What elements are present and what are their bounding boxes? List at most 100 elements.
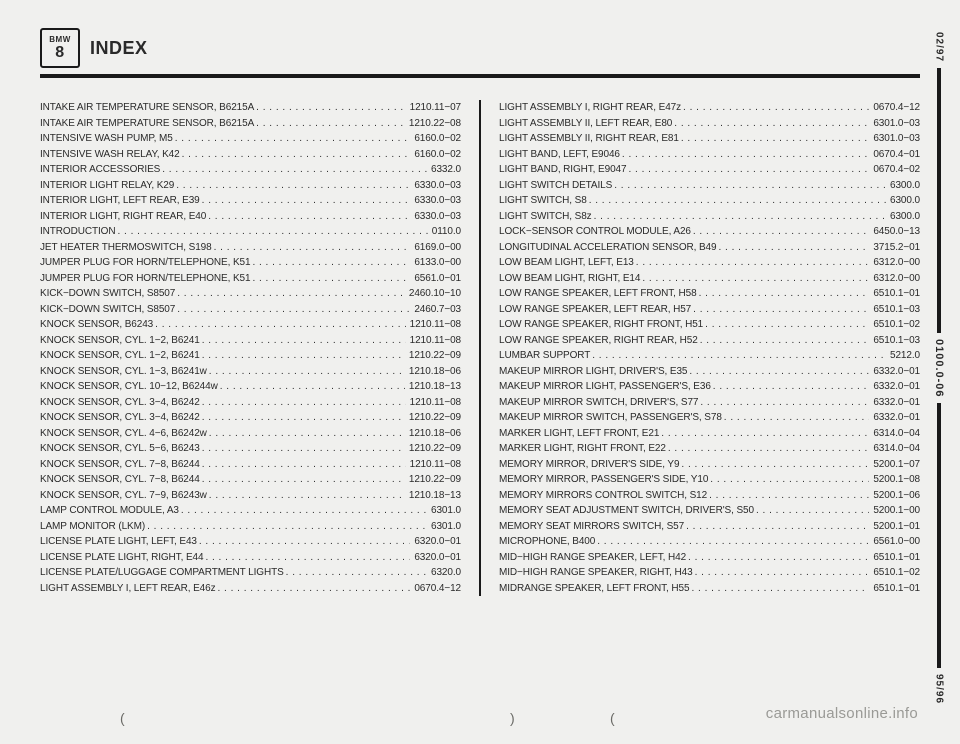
index-entry: LIGHT ASSEMBLY I, LEFT REAR, E46z0670.4−… xyxy=(40,581,461,597)
index-entry-leader xyxy=(689,581,869,597)
index-entry-label: KICK−DOWN SWITCH, S8507 xyxy=(40,302,175,318)
index-entry-leader xyxy=(284,565,427,581)
index-entry-label: MEMORY SEAT ADJUSTMENT SWITCH, DRIVER'S,… xyxy=(499,503,754,519)
index-entry-label: KNOCK SENSOR, CYL. 7−9, B6243w xyxy=(40,488,207,504)
index-entry-leader xyxy=(703,317,869,333)
index-entry: KICK−DOWN SWITCH, S85072460.7−03 xyxy=(40,302,461,318)
index-entry-ref: 6510.1−02 xyxy=(869,565,920,581)
index-entry-ref: 6450.0−13 xyxy=(869,224,920,240)
index-entry-leader xyxy=(115,224,427,240)
index-entry-leader xyxy=(711,379,870,395)
index-entry-leader xyxy=(200,395,406,411)
page-title: INDEX xyxy=(90,38,148,59)
index-entry-label: LOW RANGE SPEAKER, RIGHT FRONT, H51 xyxy=(499,317,703,333)
index-entry-label: LICENSE PLATE/LUGGAGE COMPARTMENT LIGHTS xyxy=(40,565,284,581)
index-entry-leader xyxy=(200,457,406,473)
index-entry-label: KNOCK SENSOR, CYL. 5−6, B6243 xyxy=(40,441,200,457)
index-entry-label: LOW BEAM LIGHT, LEFT, E13 xyxy=(499,255,634,271)
index-entry-label: LAMP CONTROL MODULE, A3 xyxy=(40,503,179,519)
index-entry-ref: 6301.0−03 xyxy=(869,131,920,147)
index-entry-ref: 6300.0 xyxy=(886,193,920,209)
index-entry: JUMPER PLUG FOR HORN/TELEPHONE, K516133.… xyxy=(40,255,461,271)
index-entry-ref: 5200.1−07 xyxy=(869,457,920,473)
index-entry: LAMP CONTROL MODULE, A36301.0 xyxy=(40,503,461,519)
index-entry-ref: 0670.4−01 xyxy=(869,147,920,163)
index-entry-ref: 6133.0−00 xyxy=(410,255,461,271)
index-entry-label: MAKEUP MIRROR SWITCH, PASSENGER'S, S78 xyxy=(499,410,722,426)
index-entry: MEMORY SEAT ADJUSTMENT SWITCH, DRIVER'S,… xyxy=(499,503,920,519)
index-entry-leader xyxy=(200,348,405,364)
index-entry-ref: 6510.1−03 xyxy=(869,302,920,318)
index-column-left: INTAKE AIR TEMPERATURE SENSOR, B6215A121… xyxy=(40,100,481,596)
index-entry: KNOCK SENSOR, CYL. 7−8, B62441210.22−09 xyxy=(40,472,461,488)
index-entry-ref: 6314.0−04 xyxy=(869,441,920,457)
index-entry: LOW BEAM LIGHT, RIGHT, E146312.0−00 xyxy=(499,271,920,287)
index-entry: MEMORY SEAT MIRRORS SWITCH, S575200.1−01 xyxy=(499,519,920,535)
index-entry: KNOCK SENSOR, CYL. 4−6, B6242w1210.18−06 xyxy=(40,426,461,442)
index-entry-label: KNOCK SENSOR, CYL. 1−2, B6241 xyxy=(40,348,200,364)
index-entry: KNOCK SENSOR, CYL. 1−3, B6241w1210.18−06 xyxy=(40,364,461,380)
index-entry-label: MEMORY SEAT MIRRORS SWITCH, S57 xyxy=(499,519,684,535)
index-entry: LIGHT BAND, RIGHT, E90470670.4−02 xyxy=(499,162,920,178)
side-rail-line xyxy=(937,403,941,668)
index-entry: INTERIOR ACCESSORIES6332.0 xyxy=(40,162,461,178)
index-entry: MARKER LIGHT, RIGHT FRONT, E22 6314.0−04 xyxy=(499,441,920,457)
index-entry-label: LICENSE PLATE LIGHT, LEFT, E43 xyxy=(40,534,197,550)
index-entry-label: LIGHT SWITCH DETAILS xyxy=(499,178,612,194)
index-entry-leader xyxy=(250,255,410,271)
index-entry-ref: 6510.1−01 xyxy=(869,550,920,566)
index-entry: LOCK−SENSOR CONTROL MODULE, A26 6450.0−13 xyxy=(499,224,920,240)
index-entry: INTENSIVE WASH RELAY, K426160.0−02 xyxy=(40,147,461,163)
index-entry-leader xyxy=(173,131,411,147)
index-entry-ref: 3715.2−01 xyxy=(869,240,920,256)
index-entry-leader xyxy=(687,364,869,380)
index-entry-label: LOW RANGE SPEAKER, LEFT REAR, H57 xyxy=(499,302,691,318)
index-entry-ref: 6301.0 xyxy=(427,519,461,535)
index-entry-label: MID−HIGH RANGE SPEAKER, RIGHT, H43 xyxy=(499,565,693,581)
index-entry-ref: 6169.0−00 xyxy=(410,240,461,256)
index-entry-label: KICK−DOWN SWITCH, S8507 xyxy=(40,286,175,302)
index-entry: LOW RANGE SPEAKER, RIGHT FRONT, H516510.… xyxy=(499,317,920,333)
index-entry: INTRODUCTION0110.0 xyxy=(40,224,461,240)
index-entry: KNOCK SENSOR, B62431210.11−08 xyxy=(40,317,461,333)
index-entry-label: KNOCK SENSOR, CYL. 7−8, B6244 xyxy=(40,472,200,488)
index-entry-label: LOW BEAM LIGHT, RIGHT, E14 xyxy=(499,271,640,287)
index-entry-ref: 1210.11−07 xyxy=(406,100,461,116)
index-entry-leader xyxy=(691,224,869,240)
index-entry: INTERIOR LIGHT, LEFT REAR, E396330.0−03 xyxy=(40,193,461,209)
index-entry-leader xyxy=(254,100,405,116)
index-entry: KNOCK SENSOR, CYL. 7−8, B62441210.11−08 xyxy=(40,457,461,473)
index-entry-ref: 0670.4−02 xyxy=(869,162,920,178)
index-entry-leader xyxy=(200,410,405,426)
index-entry-label: INTERIOR LIGHT RELAY, K29 xyxy=(40,178,174,194)
index-entry: MAKEUP MIRROR LIGHT, PASSENGER'S, E36633… xyxy=(499,379,920,395)
index-entry-label: LOCK−SENSOR CONTROL MODULE, A26 xyxy=(499,224,691,240)
index-entry-leader xyxy=(215,581,410,597)
index-entry: INTERIOR LIGHT, RIGHT REAR, E406330.0−03 xyxy=(40,209,461,225)
index-entry-ref: 6320.0 xyxy=(427,565,461,581)
index-entry-label: MARKER LIGHT, RIGHT FRONT, E22 xyxy=(499,441,666,457)
index-entry-leader xyxy=(174,178,410,194)
index-entry-ref: 5200.1−08 xyxy=(869,472,920,488)
index-entry: MARKER LIGHT, LEFT FRONT, E216314.0−04 xyxy=(499,426,920,442)
index-entry-leader xyxy=(681,100,869,116)
index-entry-label: MAKEUP MIRROR LIGHT, DRIVER'S, E35 xyxy=(499,364,687,380)
index-entry: LOW BEAM LIGHT, LEFT, E136312.0−00 xyxy=(499,255,920,271)
index-entry: MAKEUP MIRROR SWITCH, PASSENGER'S, S7863… xyxy=(499,410,920,426)
index-entry-label: INTENSIVE WASH PUMP, M5 xyxy=(40,131,173,147)
index-entry-ref: 1210.22−09 xyxy=(405,348,461,364)
index-entry-ref: 5200.1−06 xyxy=(869,488,920,504)
index-entry: LIGHT BAND, LEFT, E90460670.4−01 xyxy=(499,147,920,163)
index-entry-ref: 1210.22−08 xyxy=(405,116,461,132)
index-entry-label: MICROPHONE, B400 xyxy=(499,534,595,550)
index-entry-ref: 6300.0 xyxy=(886,209,920,225)
index-entry: INTENSIVE WASH PUMP, M56160.0−02 xyxy=(40,131,461,147)
logo-brand: BMW xyxy=(49,36,71,44)
logo-series: 8 xyxy=(55,45,64,61)
index-entry: LOW RANGE SPEAKER, RIGHT REAR, H526510.1… xyxy=(499,333,920,349)
index-entry-leader xyxy=(197,534,410,550)
index-entry-label: INTERIOR ACCESSORIES xyxy=(40,162,160,178)
index-entry: KNOCK SENSOR, CYL. 7−9, B6243w1210.18−13 xyxy=(40,488,461,504)
scan-artifact: ( xyxy=(120,710,125,726)
index-entry: INTAKE AIR TEMPERATURE SENSOR, B6215A121… xyxy=(40,100,461,116)
